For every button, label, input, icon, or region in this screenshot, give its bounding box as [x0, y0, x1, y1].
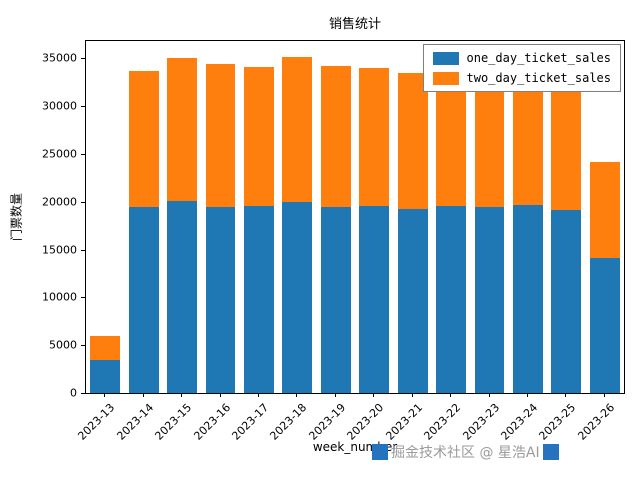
bar-segment-two_day_ticket_sales	[167, 58, 198, 201]
legend-swatch	[432, 51, 459, 65]
x-tick-label: 2023-19	[306, 401, 348, 443]
x-tick-label: 2023-16	[190, 401, 233, 443]
bar-segment-two_day_ticket_sales	[90, 335, 121, 361]
y-tick-label: 0	[70, 386, 77, 400]
bar-segment-one_day_ticket_sales	[167, 200, 198, 393]
legend-item: two_day_ticket_sales	[432, 71, 612, 85]
y-tick-label: 15000	[42, 243, 77, 257]
bar-segment-two_day_ticket_sales	[551, 90, 582, 211]
x-tick-label: 2023-26	[575, 401, 617, 443]
bar-segment-one_day_ticket_sales	[90, 360, 121, 393]
bar-segment-two_day_ticket_sales	[128, 70, 159, 208]
bar-segment-one_day_ticket_sales	[397, 209, 428, 393]
legend-swatch	[432, 71, 459, 85]
legend-label: one_day_ticket_sales	[466, 51, 612, 65]
plot-area: one_day_ticket_sales two_day_ticket_sales	[85, 40, 625, 394]
y-tick-label: 35000	[42, 51, 77, 65]
bar-segment-one_day_ticket_sales	[359, 205, 390, 393]
watermark-left-badge	[372, 444, 388, 460]
y-tick-label: 10000	[42, 290, 77, 304]
bar-segment-two_day_ticket_sales	[282, 57, 313, 202]
legend-label: two_day_ticket_sales	[466, 71, 612, 85]
bar-segment-two_day_ticket_sales	[589, 161, 620, 259]
x-tick-label: 2023-23	[459, 401, 502, 443]
bar-segment-one_day_ticket_sales	[589, 258, 620, 393]
bar-segment-one_day_ticket_sales	[282, 201, 313, 393]
x-tick-label: 2023-24	[498, 401, 541, 443]
watermark-text: 掘金技术社区 @ 星浩AI	[391, 445, 540, 461]
watermark-right-badge	[542, 444, 559, 460]
bar-segment-one_day_ticket_sales	[320, 207, 351, 393]
y-tick-label: 30000	[42, 99, 77, 113]
x-tick-label: 2023-14	[114, 401, 156, 443]
bar-segment-one_day_ticket_sales	[205, 207, 236, 393]
x-tick-label: 2023-20	[344, 401, 387, 443]
bar-segment-one_day_ticket_sales	[512, 204, 543, 393]
x-tick-label: 2023-22	[421, 401, 464, 443]
bar-segment-two_day_ticket_sales	[397, 72, 428, 210]
x-tick-label: 2023-17	[229, 401, 272, 443]
x-tick-label: 2023-25	[536, 401, 579, 443]
x-tick-label: 2023-18	[267, 401, 310, 443]
bar-segment-two_day_ticket_sales	[359, 67, 390, 206]
y-axis-label: 门票数量	[9, 192, 24, 242]
bar-segment-one_day_ticket_sales	[551, 210, 582, 393]
bar-segment-two_day_ticket_sales	[320, 65, 351, 208]
y-tick-label: 20000	[42, 195, 77, 209]
legend: one_day_ticket_sales two_day_ticket_sales	[422, 44, 621, 92]
x-tick-label: 2023-21	[383, 401, 425, 443]
bar-segment-one_day_ticket_sales	[436, 205, 467, 393]
bar-segment-one_day_ticket_sales	[128, 207, 159, 393]
chart-title: 销售统计	[328, 17, 381, 32]
y-tick-label: 25000	[42, 147, 77, 161]
bar-segment-one_day_ticket_sales	[243, 206, 274, 393]
y-tick-label: 5000	[49, 338, 77, 352]
legend-item: one_day_ticket_sales	[432, 51, 612, 65]
watermark: 掘金技术社区 @ 星浩AI	[372, 442, 559, 462]
bar-segment-two_day_ticket_sales	[243, 66, 274, 207]
x-tick-label: 2023-15	[152, 401, 195, 443]
x-tick-label: 2023-13	[75, 401, 118, 443]
bar-segment-one_day_ticket_sales	[474, 207, 505, 393]
bar-segment-two_day_ticket_sales	[205, 63, 236, 208]
